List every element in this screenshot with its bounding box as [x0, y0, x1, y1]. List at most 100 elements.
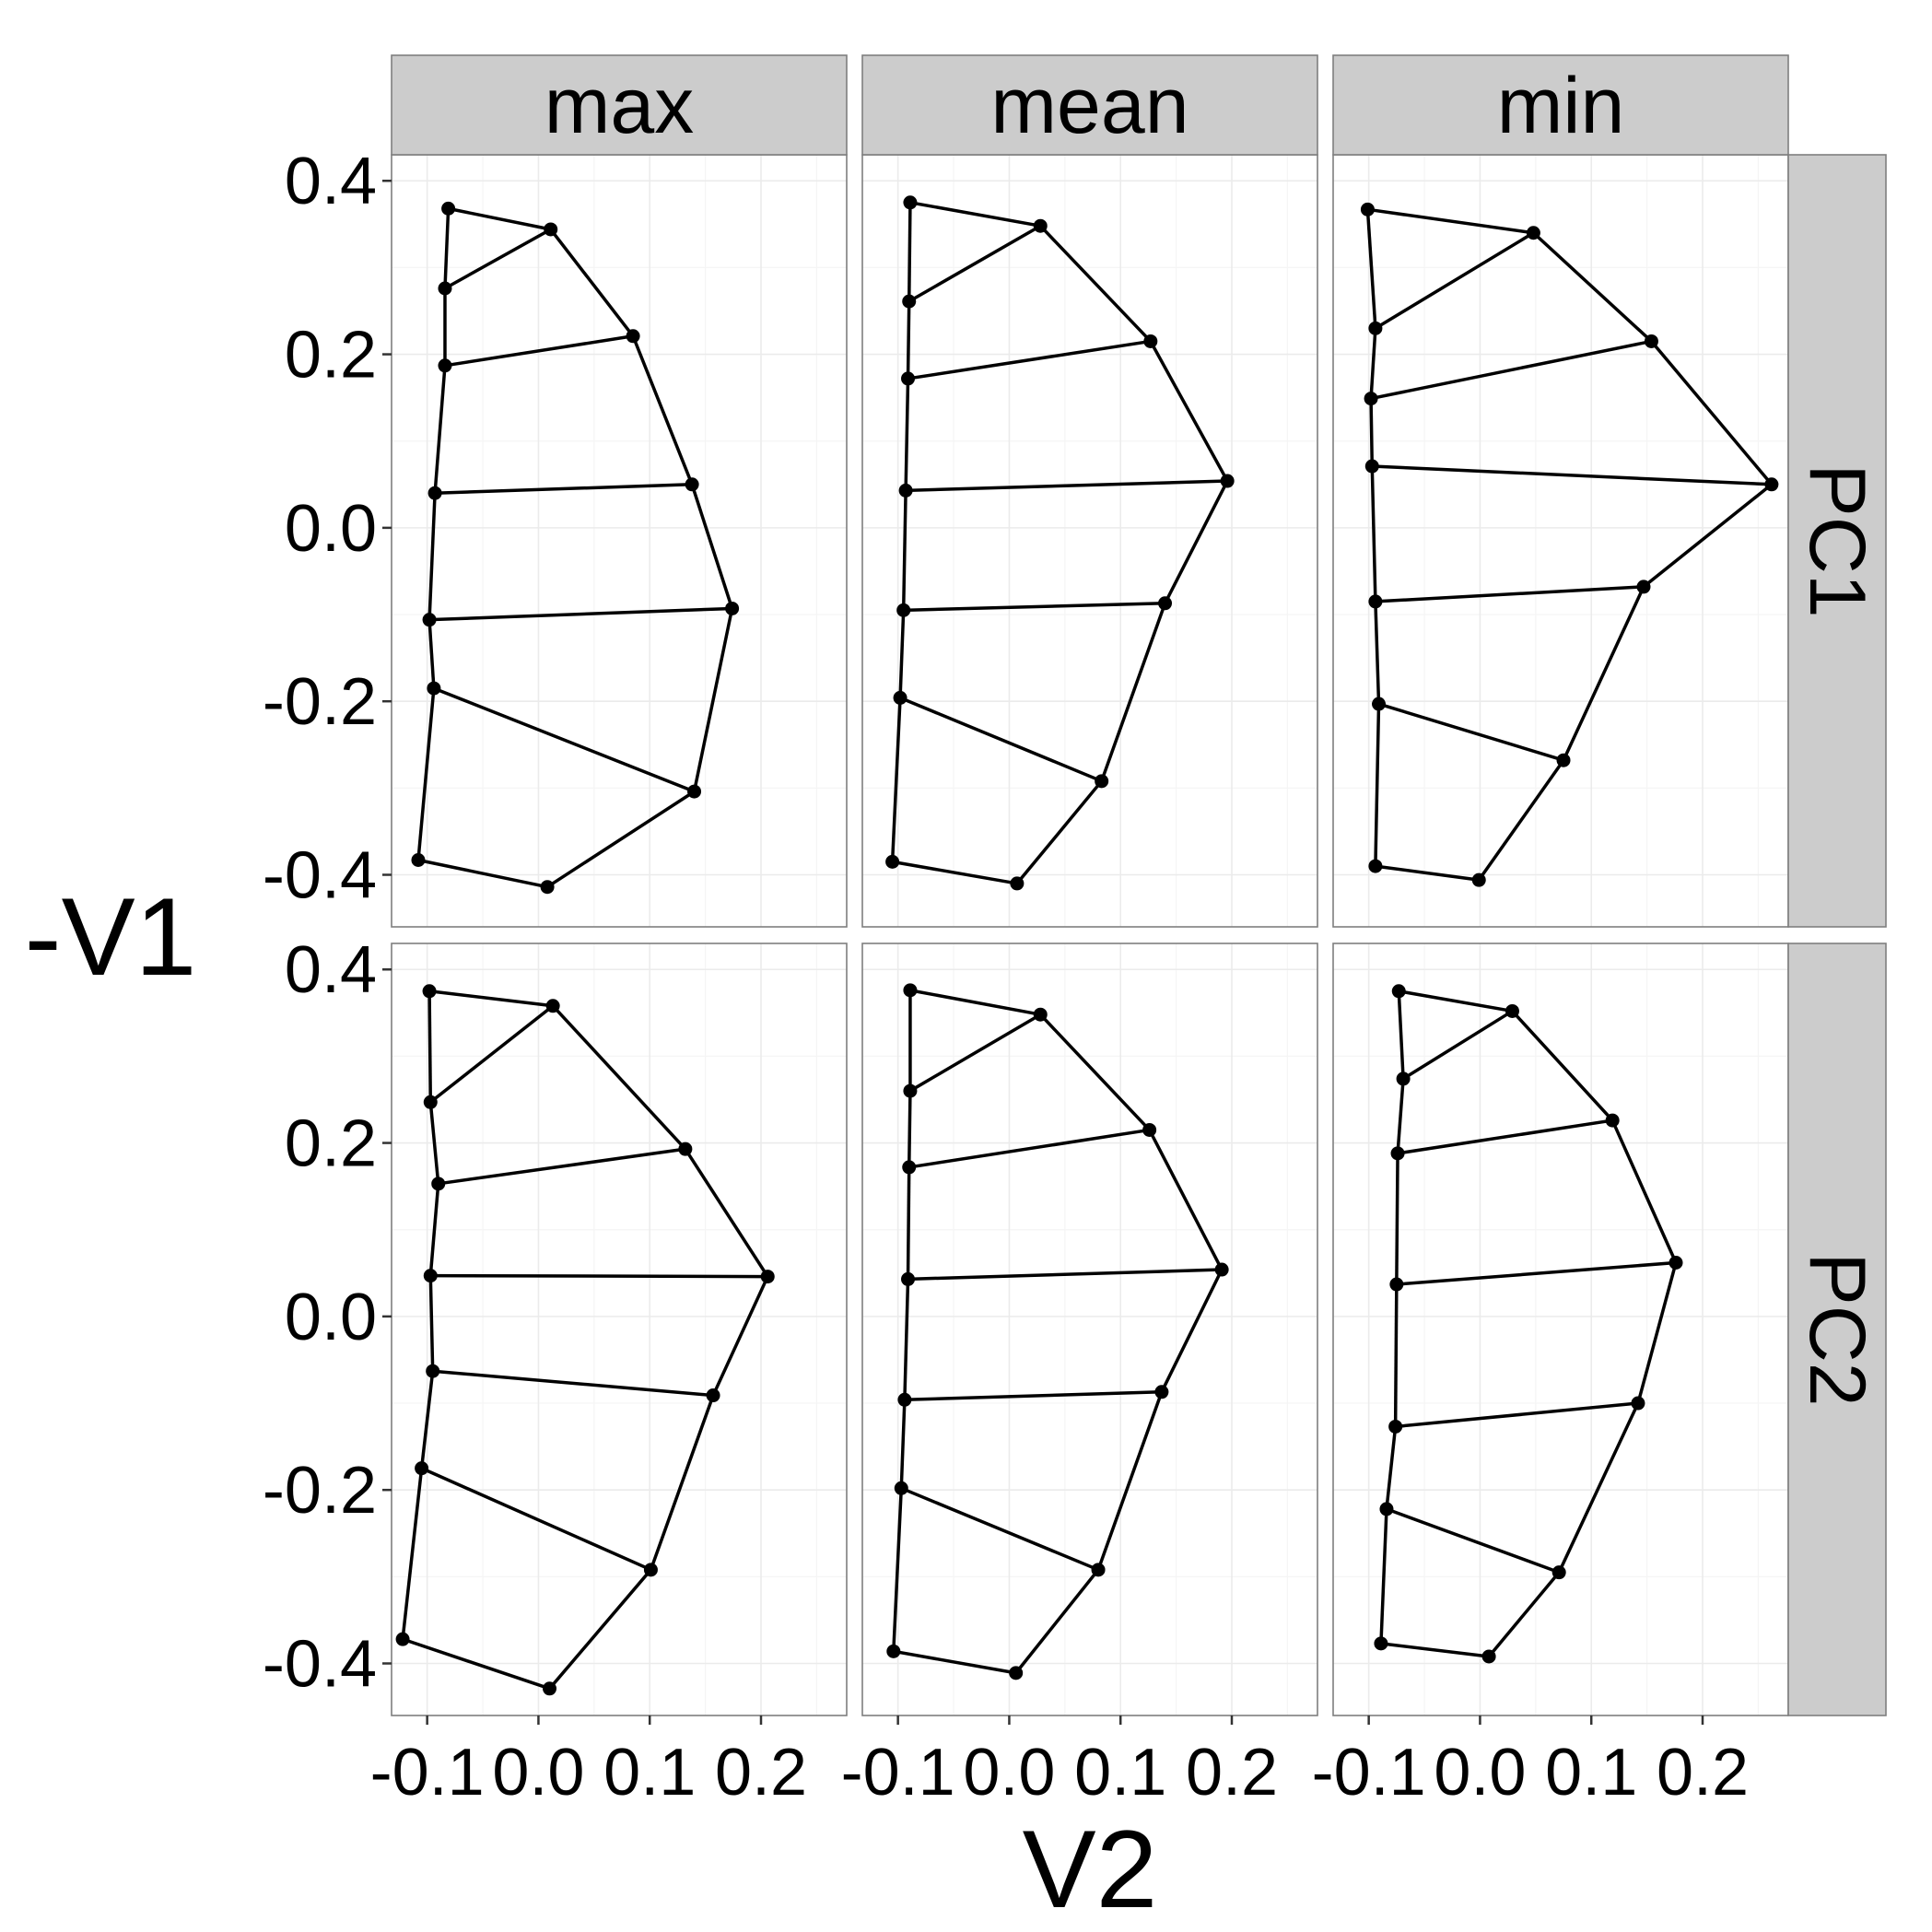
point-pc1-min-9	[1644, 334, 1658, 348]
edge-pc1-min	[1375, 585, 1645, 603]
edge-pc2-mean	[908, 1128, 1150, 1169]
edge-pc1-min	[1372, 464, 1772, 486]
y-axis-title: -V1	[25, 875, 197, 999]
point-pc2-min-4	[1389, 1277, 1404, 1292]
edge-pc1-max	[427, 493, 437, 620]
edge-pc1-mean	[903, 602, 1165, 613]
point-pc1-min-1	[1360, 202, 1375, 217]
edge-pc2-mean	[899, 1399, 907, 1489]
edge-pc2-max	[429, 1004, 555, 1104]
point-pc2-mean-7	[886, 1644, 901, 1658]
edge-pc2-max	[548, 1568, 652, 1690]
point-pc1-max-7	[411, 852, 426, 867]
edge-pc1-min	[1532, 231, 1653, 343]
point-pc2-min-11	[1631, 1396, 1645, 1411]
x-tick-label: 0.0	[1434, 1736, 1526, 1809]
point-pc2-max-4	[423, 1269, 438, 1283]
point-pc1-min-10	[1764, 477, 1779, 492]
edge-pc1-mean	[906, 479, 1228, 493]
point-pc1-max-1	[441, 201, 456, 216]
point-pc2-max-3	[431, 1177, 446, 1191]
point-pc1-mean-3	[901, 371, 916, 386]
point-pc2-min-13	[1481, 1649, 1496, 1664]
point-pc2-mean-10	[1214, 1262, 1229, 1277]
edge-pc2-mean	[904, 1390, 1162, 1402]
edge-pc2-min	[1395, 1153, 1399, 1285]
edge-pc1-mean	[907, 224, 1042, 303]
point-pc2-mean-8	[1033, 1007, 1048, 1022]
point-pc2-mean-9	[1142, 1122, 1157, 1137]
point-pc1-mean-5	[896, 603, 911, 617]
edge-pc2-mean	[903, 1279, 910, 1400]
point-pc1-mean-11	[1158, 596, 1173, 611]
point-pc2-mean-12	[1091, 1563, 1106, 1577]
edge-pc1-max	[443, 208, 451, 289]
panel-border	[861, 943, 1318, 1716]
data-layer	[395, 195, 1779, 1696]
panel-pc2-mean	[862, 943, 1317, 1715]
y-tick-label: -0.4	[263, 1628, 377, 1702]
edge-pc2-min	[1396, 1078, 1405, 1153]
point-pc2-min-6	[1379, 1502, 1394, 1516]
point-pc2-max-6	[415, 1461, 429, 1476]
text-layer: max mean min PC1 PC2 -0.4 -0.2 0.0 0.2 0.4 -0.4 -0.…	[25, 62, 1881, 1931]
strip-mean	[861, 54, 1318, 156]
point-pc2-min-2	[1396, 1071, 1411, 1086]
edge-pc1-min	[1370, 339, 1652, 401]
edge-pc1-min	[1378, 702, 1564, 762]
edge-pc1-max	[546, 790, 696, 889]
point-pc2-max-5	[426, 1364, 440, 1378]
point-pc1-max-3	[438, 358, 452, 373]
edge-pc1-max	[631, 335, 694, 486]
edge-pc2-max	[649, 1394, 715, 1571]
edge-pc1-mean	[890, 697, 902, 862]
y-tick-label: -0.4	[263, 839, 377, 913]
edge-pc2-max	[684, 1148, 769, 1278]
point-pc2-max-9	[678, 1142, 693, 1156]
point-pc2-min-12	[1551, 1565, 1566, 1580]
edge-pc2-max	[432, 1369, 714, 1398]
strip-label-max: max	[544, 62, 694, 150]
edge-pc2-mean	[909, 989, 1041, 1016]
y-tick-label: 0.4	[285, 933, 377, 1007]
point-pc2-mean-4	[901, 1271, 916, 1286]
edge-pc2-min	[1395, 1401, 1639, 1429]
edge-pc2-max	[402, 1637, 551, 1691]
edge-pc1-mean	[904, 378, 910, 491]
edge-pc2-mean	[907, 1091, 912, 1167]
edge-pc1-max	[433, 365, 447, 494]
strip-label-pc1: PC1	[1793, 463, 1881, 617]
point-pc1-mean-2	[902, 294, 917, 309]
edge-pc2-min	[1397, 1118, 1613, 1155]
point-pc2-mean-2	[903, 1083, 918, 1098]
edge-pc2-max	[428, 1102, 440, 1184]
edge-pc1-max	[444, 334, 634, 368]
edge-pc1-mean	[906, 301, 911, 379]
edge-pc2-mean	[906, 1166, 911, 1280]
point-pc2-min-1	[1391, 984, 1406, 999]
point-pc1-min-8	[1526, 226, 1540, 240]
edge-pc2-min	[1557, 1402, 1640, 1574]
edge-pc2-min	[1511, 1010, 1614, 1122]
point-pc2-max-8	[545, 999, 560, 1013]
point-pc2-min-8	[1505, 1003, 1519, 1018]
edge-pc1-min	[1365, 209, 1377, 329]
edge-pc2-max	[428, 1183, 440, 1276]
point-pc2-mean-1	[903, 983, 918, 998]
edge-pc2-max	[420, 1467, 652, 1572]
edge-pc1-max	[690, 484, 734, 609]
edge-pc2-min	[1487, 1571, 1561, 1658]
point-pc1-min-7	[1368, 859, 1383, 873]
edge-pc2-min	[1393, 1284, 1399, 1427]
point-pc2-min-9	[1605, 1113, 1620, 1128]
strip-label-min: min	[1497, 62, 1625, 150]
point-pc2-max-10	[760, 1270, 775, 1284]
y-tick-label: 0.0	[285, 492, 377, 566]
edge-pc2-mean	[893, 1649, 1016, 1675]
edge-pc1-max	[692, 608, 734, 792]
edge-pc1-max	[427, 619, 436, 689]
point-pc2-min-7	[1374, 1636, 1388, 1651]
x-axis-title: V2	[1023, 1808, 1158, 1931]
strip-pc1	[1787, 154, 1887, 928]
edge-pc2-mean	[892, 1488, 904, 1652]
